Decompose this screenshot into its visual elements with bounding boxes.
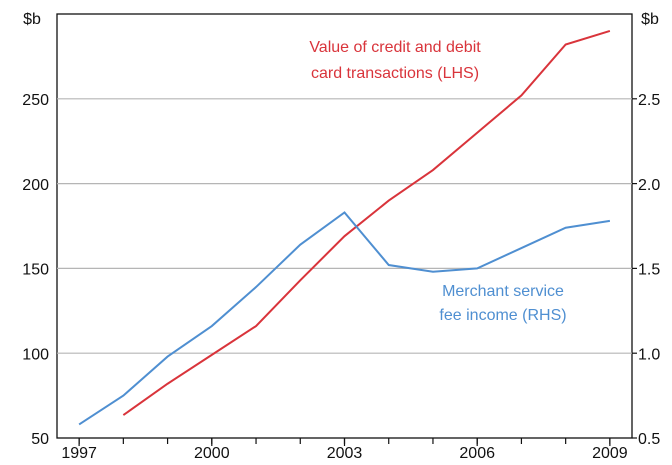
y2-tick-label: 1.0: [638, 346, 660, 363]
y-tick-label: 250: [22, 92, 49, 109]
y-tick-label: 150: [22, 262, 49, 279]
y-tick-label: 50: [31, 431, 49, 448]
series-line: [122, 30, 611, 416]
x-tick-label: 2000: [194, 445, 230, 462]
y-tick-label: 100: [22, 346, 49, 363]
annotation: Value of credit and debit: [309, 39, 481, 56]
annotation: fee income (RHS): [439, 307, 566, 324]
y2-tick-label: 2.0: [638, 177, 660, 194]
series-line: [78, 211, 611, 426]
right-unit: $b: [641, 11, 659, 28]
x-tick-label: 2003: [327, 445, 363, 462]
y2-tick-label: 0.5: [638, 431, 660, 448]
annotation: card transactions (LHS): [311, 65, 479, 82]
x-tick-label: 2009: [592, 445, 628, 462]
x-tick-label: 2006: [459, 445, 495, 462]
y-tick-label: 200: [22, 177, 49, 194]
left-unit: $b: [23, 11, 41, 28]
y2-tick-label: 2.5: [638, 92, 660, 109]
y2-tick-label: 1.5: [638, 262, 660, 279]
x-tick-label: 1997: [61, 445, 97, 462]
annotation: Merchant service: [442, 283, 564, 300]
